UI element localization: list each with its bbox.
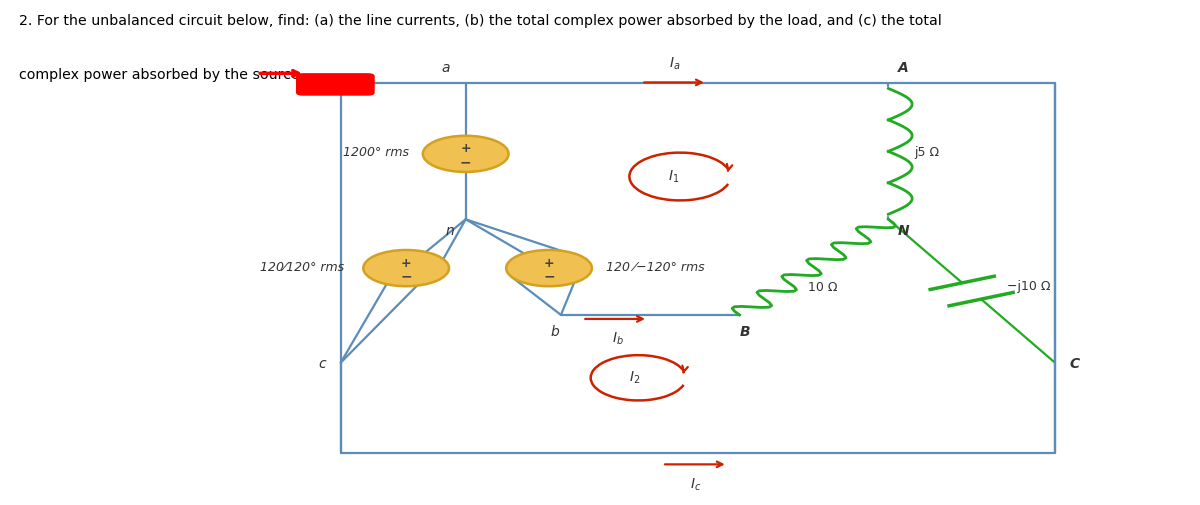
Text: C: C [1069, 356, 1080, 370]
Text: 120⁄120° rms: 120⁄120° rms [260, 260, 344, 273]
Text: A: A [898, 61, 908, 75]
Text: b: b [551, 324, 559, 338]
Circle shape [506, 250, 592, 287]
Text: −: − [544, 269, 554, 283]
Text: I$_1$: I$_1$ [668, 168, 679, 184]
Text: a: a [442, 61, 450, 75]
Text: I$_a$: I$_a$ [668, 56, 680, 72]
Text: +: + [461, 142, 472, 155]
Text: I$_2$: I$_2$ [629, 369, 641, 385]
FancyBboxPatch shape [296, 75, 374, 96]
Text: complex power absorbed by the source.: complex power absorbed by the source. [19, 68, 305, 82]
Text: +: + [544, 256, 554, 269]
Text: I$_b$: I$_b$ [612, 330, 624, 347]
Text: −: − [401, 269, 412, 283]
Text: 10 Ω: 10 Ω [808, 280, 838, 293]
Circle shape [422, 136, 509, 173]
Text: 120 ⁄−120° rms: 120 ⁄−120° rms [606, 260, 704, 273]
Text: c: c [319, 356, 326, 370]
Text: B: B [740, 324, 751, 338]
Text: 120⁢0° rms: 120⁢0° rms [342, 146, 408, 159]
Text: +: + [401, 256, 412, 269]
Text: −: − [460, 155, 472, 169]
Text: N: N [898, 224, 910, 238]
Text: n: n [445, 224, 454, 238]
Text: −j10 Ω: −j10 Ω [1007, 280, 1051, 293]
Circle shape [364, 250, 449, 287]
Text: 2. For the unbalanced circuit below, find: (a) the line currents, (b) the total : 2. For the unbalanced circuit below, fin… [19, 14, 942, 28]
Text: I$_c$: I$_c$ [690, 476, 701, 492]
Text: j5 Ω: j5 Ω [914, 145, 940, 159]
